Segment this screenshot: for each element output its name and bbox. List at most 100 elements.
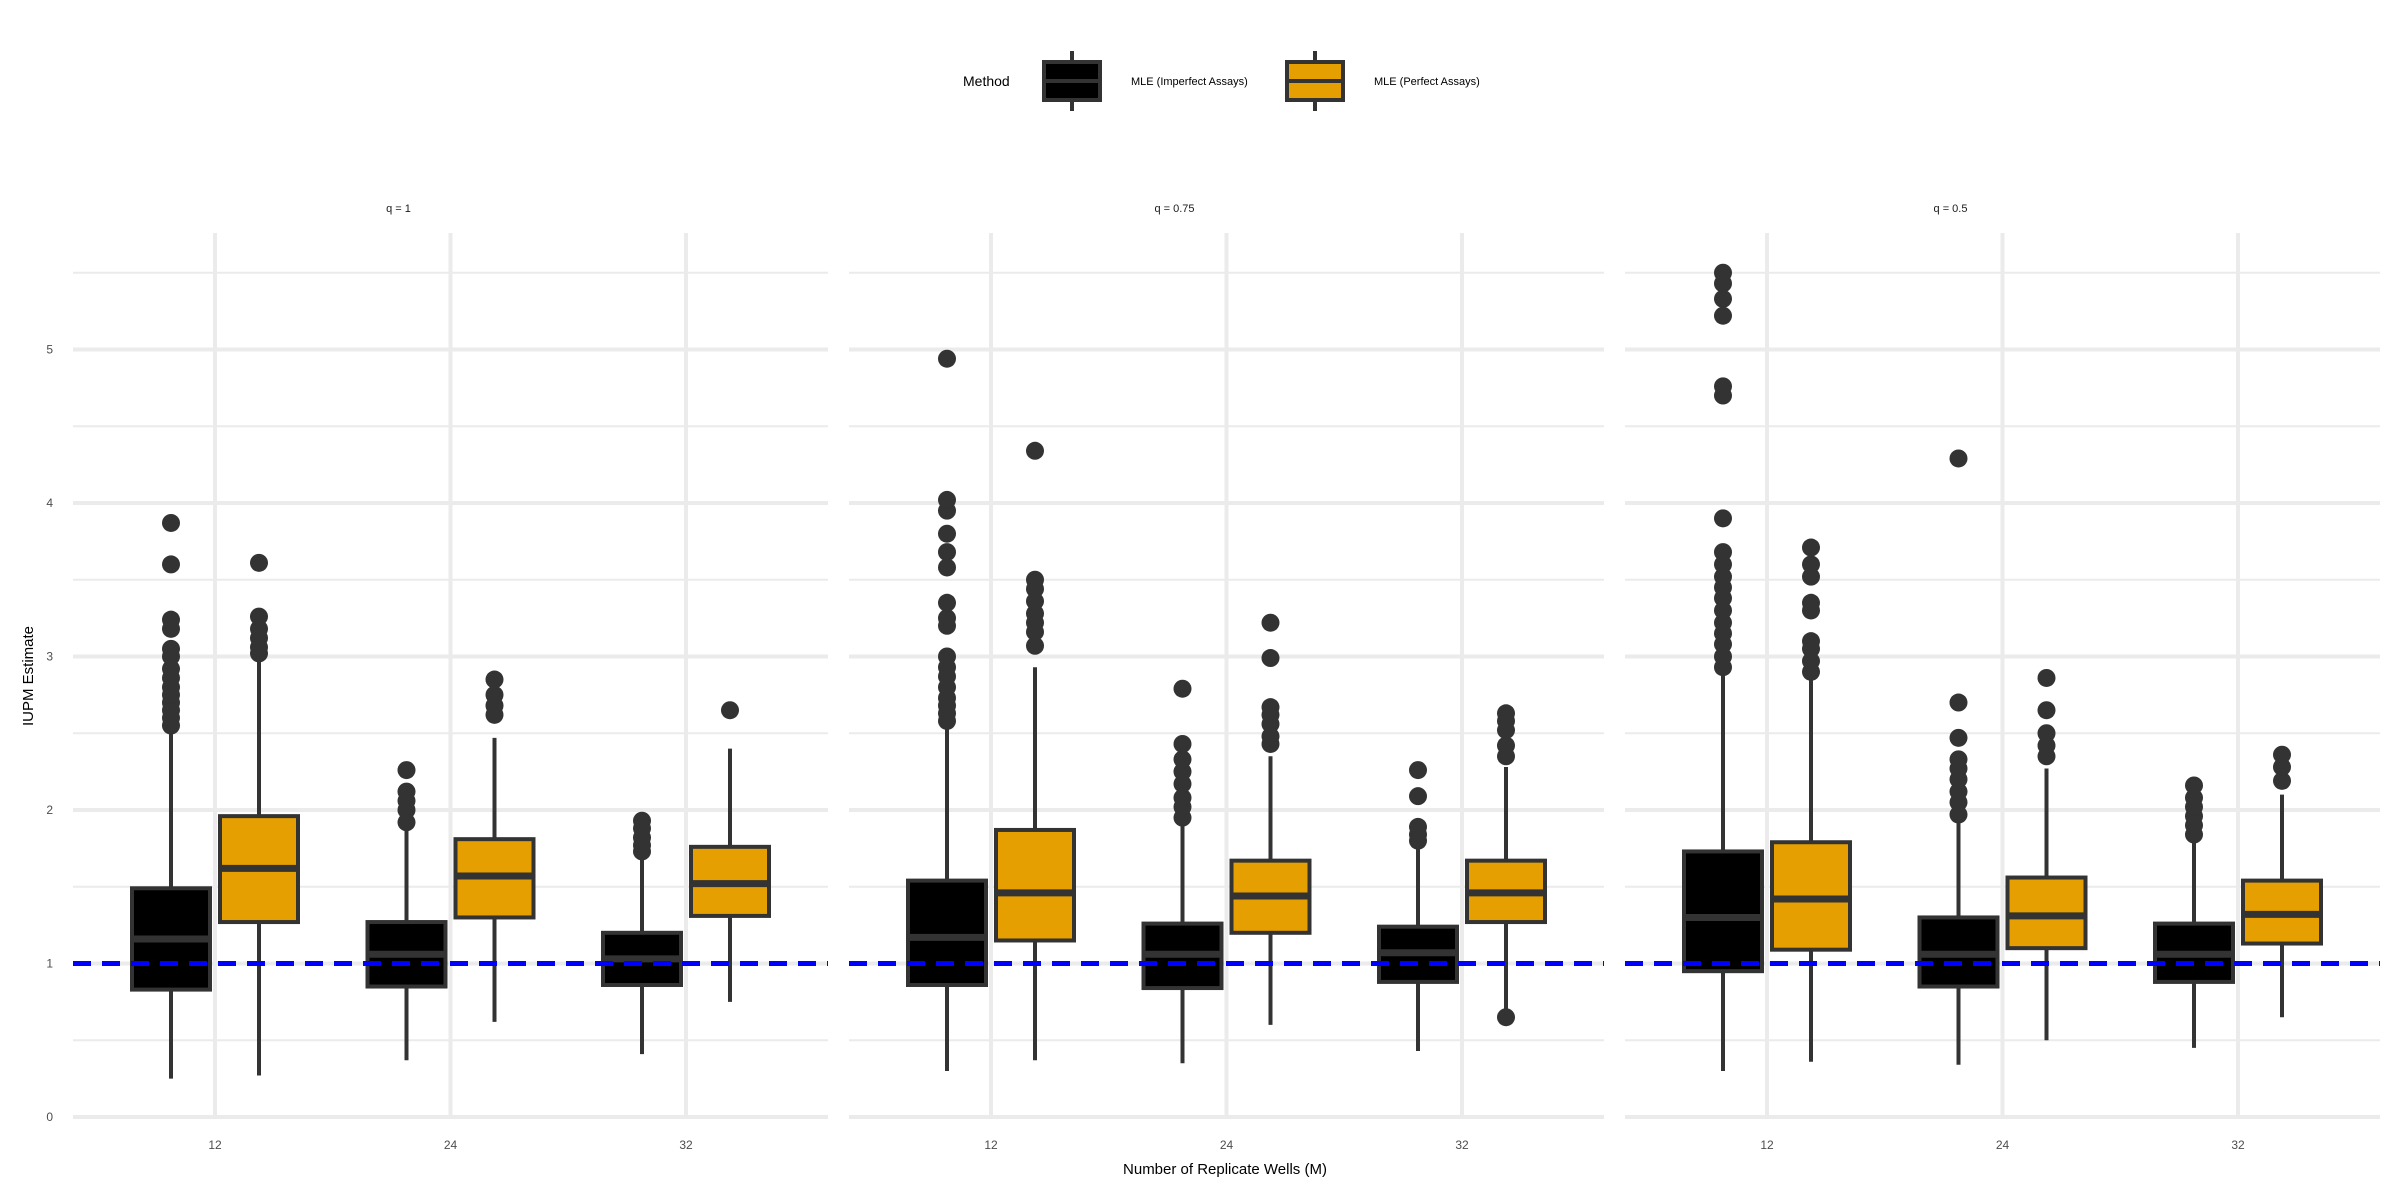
outlier-point [721,701,739,720]
x-tick-label: 32 [679,1138,693,1152]
outlier-point [938,349,956,368]
boxplot [2005,668,2088,1041]
boxplot [1377,761,1459,1051]
boxplot [1917,449,2000,1065]
outlier-point [250,553,268,572]
outlier-point [1409,787,1427,806]
outlier-point [1714,377,1732,396]
outlier-point [1173,734,1192,753]
boxplot [130,513,212,1079]
boxplot [1465,704,1547,1027]
legend-label-imperfect: MLE (Imperfect Assays) [1131,76,1248,88]
y-tick-label: 5 [46,343,53,357]
outlier-point [1949,750,1968,769]
outlier-point [1802,538,1820,557]
outlier-point [938,490,956,509]
panel-title: q = 0.75 [1154,203,1194,215]
outlier-point [938,524,956,543]
outlier-point [1409,817,1427,836]
panel-2: q = 0.75 12 24 32 [849,203,1604,1152]
boxplot [906,349,988,1071]
outlier-point [162,513,180,532]
boxplot [365,761,448,1061]
outlier-point [2037,668,2056,687]
outlier-point [1261,698,1280,717]
y-tick-label: 1 [46,957,53,971]
outlier-point [485,670,504,689]
x-tick-label: 24 [1996,1138,2010,1152]
outlier-point [1714,509,1732,528]
outlier-point [633,811,651,830]
outlier-point [1714,543,1732,562]
outlier-point [485,685,504,704]
outlier-point [1409,761,1427,780]
outlier-point [938,647,956,666]
outlier-point [1714,289,1732,308]
outlier-point [1497,736,1515,755]
outlier-point [938,609,956,628]
boxplot [601,811,683,1055]
boxplot [218,553,300,1076]
x-axis-title: Number of Replicate Wells (M) [1123,1161,1327,1178]
y-tick-label: 0 [46,1110,53,1124]
x-tick-label: 12 [984,1138,998,1152]
outlier-point [1173,679,1192,698]
outlier-point [1714,306,1732,325]
panel-title: q = 1 [386,203,411,215]
boxplot [994,441,1076,1061]
legend-key-imperfect [1042,51,1102,111]
legend: Method MLE (Imperfect Assays) MLE (Perfe… [963,51,1480,111]
panel-title: q = 0.5 [1934,203,1968,215]
outlier-point [2037,724,2056,743]
boxplot [2153,776,2235,1048]
outlier-point [1026,570,1044,589]
outlier-point [2037,701,2056,720]
outlier-point [1802,593,1820,612]
box [1682,849,1764,974]
outlier-point [2273,771,2291,790]
outlier-point [1173,750,1192,769]
outlier-point [1026,636,1044,655]
boxplot [689,701,771,1002]
boxplot [1770,538,1852,1062]
panel-3: q = 0.5 12 24 32 [1625,203,2380,1152]
y-tick-label: 4 [46,496,53,510]
y-tick-label: 2 [46,803,53,817]
outlier-point [938,558,956,577]
x-tick-label: 32 [2231,1138,2245,1152]
outlier-point [1949,728,1968,747]
outlier-point [1802,632,1820,651]
outlier-point [2273,745,2291,764]
outlier-point [1261,613,1280,632]
legend-label-perfect: MLE (Perfect Assays) [1374,76,1480,88]
outlier-point [1261,649,1280,668]
outlier-point [250,607,268,626]
outlier-point [938,543,956,562]
y-axis-title: IUPM Estimate [20,626,37,726]
outlier-point [1714,263,1732,282]
boxplot [2241,745,2323,1018]
box [994,827,1076,943]
x-tick-label: 24 [444,1138,458,1152]
legend-key-perfect [1285,51,1345,111]
boxplot [1141,679,1224,1064]
x-tick-label: 12 [1760,1138,1774,1152]
outlier-point [1802,555,1820,574]
y-tick-label: 3 [46,650,53,664]
outlier-point [1026,441,1044,460]
boxplot [453,670,536,1022]
outlier-point [1949,693,1968,712]
x-tick-label: 24 [1220,1138,1234,1152]
outlier-point [397,782,416,801]
outlier-point [162,555,180,574]
box [906,878,988,987]
outlier-point [162,639,180,658]
boxplot [1682,263,1764,1071]
boxplot [1229,613,1312,1025]
outlier-point [1497,704,1515,723]
outlier-point [397,761,416,780]
outlier-point [162,610,180,629]
